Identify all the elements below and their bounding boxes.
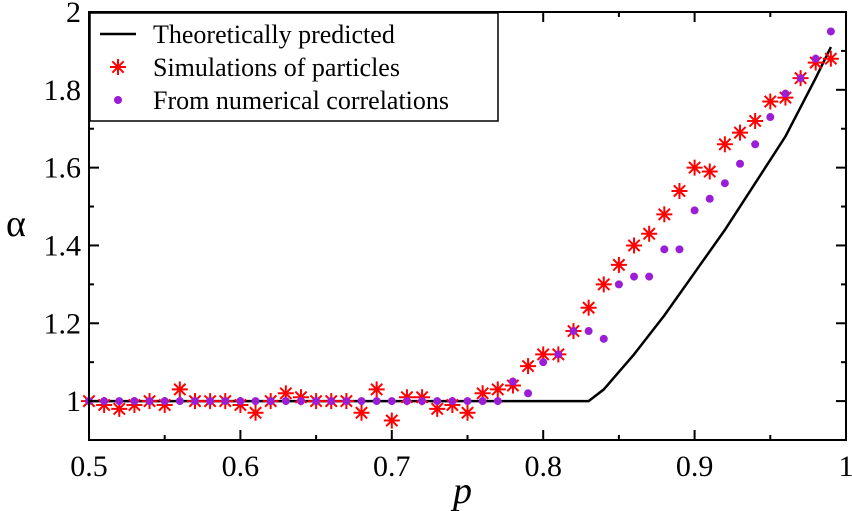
correlation-point (766, 113, 775, 122)
correlation-point (418, 397, 427, 406)
simulation-point (383, 412, 400, 429)
legend-label: Theoretically predicted (153, 20, 395, 49)
correlation-point (236, 397, 245, 406)
y-tick-label: 1.6 (44, 152, 82, 185)
correlation-point (569, 327, 578, 336)
x-tick-label: 0.6 (222, 450, 260, 483)
legend-asterisk-swatch (110, 59, 126, 75)
y-tick-label: 1.2 (44, 307, 82, 340)
correlation-point (100, 397, 109, 406)
correlation-point (584, 327, 593, 336)
correlation-point (281, 397, 290, 406)
simulation-point (641, 225, 658, 242)
simulation-point (671, 182, 688, 199)
simulation-point (580, 299, 597, 316)
correlation-point (478, 397, 487, 406)
correlation-point (251, 397, 260, 406)
x-tick-label: 0.7 (373, 450, 411, 483)
correlation-point (826, 27, 835, 36)
simulation-point (247, 404, 264, 421)
plot-area (81, 27, 839, 429)
correlation-point (554, 350, 563, 359)
x-axis-title: p (450, 470, 472, 511)
legend-box (89, 12, 499, 122)
simulation-point (656, 206, 673, 223)
correlation-point (342, 397, 351, 406)
correlation-point (221, 397, 230, 406)
correlation-point (130, 397, 139, 406)
correlation-point (751, 140, 760, 149)
correlation-point (206, 397, 215, 406)
correlation-point (508, 377, 517, 386)
simulation-point (277, 385, 294, 402)
x-tick-label: 0.9 (676, 450, 714, 483)
correlation-point (327, 397, 336, 406)
y-tick-label: 1 (66, 385, 81, 418)
simulation-point (474, 385, 491, 402)
correlation-point (372, 397, 381, 406)
correlation-point (796, 74, 805, 83)
y-axis-title: α (6, 203, 26, 245)
correlation-point (357, 397, 366, 406)
simulation-point (822, 50, 839, 67)
simulation-point (716, 136, 733, 153)
correlation-point (296, 397, 305, 406)
correlation-point (705, 194, 714, 203)
simulation-point (686, 159, 703, 176)
correlation-point (675, 245, 684, 254)
y-tick-label: 2 (66, 0, 81, 29)
correlation-point (190, 397, 199, 406)
axes: 0.5 0.6 0.7 0.8 0.9 1 1 1.2 1.4 1.6 1.8 2 p α (6, 0, 852, 511)
correlation-point (145, 397, 154, 406)
simulation-point (489, 381, 506, 398)
simulation-point (535, 346, 552, 363)
correlation-point (614, 280, 623, 289)
x-tick-label: 0.5 (70, 450, 108, 483)
simulation-point (353, 404, 370, 421)
correlation-point (539, 358, 548, 367)
correlation-point (630, 272, 639, 281)
simulation-point (701, 163, 718, 180)
correlation-point (493, 397, 502, 406)
legend-label: Simulations of particles (153, 53, 400, 82)
legend: Theoretically predicted Simulations of pa… (89, 12, 499, 122)
correlation-point (645, 272, 654, 281)
correlation-point (312, 397, 321, 406)
correlation-point (266, 397, 275, 406)
simulation-point (459, 404, 476, 421)
correlation-point (524, 389, 533, 398)
correlation-point (660, 245, 669, 254)
x-tick-label: 0.8 (524, 450, 562, 483)
y-tick-label: 1.4 (44, 229, 82, 262)
simulation-point (171, 381, 188, 398)
x-tick-label: 1 (839, 450, 852, 483)
simulation-point (520, 358, 537, 375)
simulation-point (595, 276, 612, 293)
correlation-point (690, 206, 699, 215)
legend-dot-swatch (114, 96, 122, 104)
correlation-point (781, 89, 790, 98)
correlation-point (811, 54, 820, 63)
correlation-point (463, 397, 472, 406)
correlation-point (175, 397, 184, 406)
correlation-point (736, 159, 745, 168)
simulation-point (626, 237, 643, 254)
simulation-point (762, 93, 779, 110)
correlation-point (115, 397, 124, 406)
correlation-point (387, 397, 396, 406)
simulation-point (747, 112, 764, 129)
simulation-point (732, 124, 749, 141)
simulation-point (368, 381, 385, 398)
legend-label: From numerical correlations (153, 86, 449, 115)
correlation-point (160, 397, 169, 406)
correlation-point (599, 334, 608, 343)
correlation-point (720, 179, 729, 188)
correlation-point (448, 397, 457, 406)
y-tick-label: 1.8 (44, 74, 82, 107)
correlation-point (433, 397, 442, 406)
correlation-point (402, 397, 411, 406)
simulation-point (610, 256, 627, 273)
